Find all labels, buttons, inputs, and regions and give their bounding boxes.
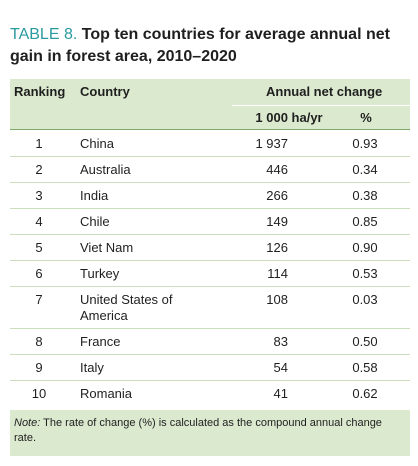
net-change-ha-cell: 108 — [266, 292, 288, 307]
rank-cell: 5 — [35, 240, 43, 255]
row-divider — [10, 182, 410, 183]
net-change-ha-cell: 126 — [266, 240, 288, 255]
net-change-ha-cell: 149 — [266, 214, 288, 229]
table-row: 4 Chile 149 0.85 — [10, 209, 410, 235]
rank-cell: 3 — [35, 188, 43, 203]
net-change-pct-cell: 0.53 — [352, 266, 378, 281]
row-divider — [10, 286, 410, 287]
rank-cell: 7 — [35, 292, 43, 307]
rank-cell: 4 — [35, 214, 43, 229]
net-change-ha-cell: 41 — [273, 386, 288, 401]
header-row-2 — [10, 106, 410, 129]
country-cell: Italy — [80, 360, 104, 375]
note-text: The rate of change (%) is calculated as … — [14, 417, 382, 444]
net-change-pct-cell: 0.50 — [352, 334, 378, 349]
net-change-ha-cell: 54 — [273, 360, 288, 375]
country-cell: Romania — [80, 386, 133, 401]
row-divider — [10, 208, 410, 209]
table-row: 5 Viet Nam 126 0.90 — [10, 235, 410, 261]
net-change-pct-cell: 0.62 — [352, 386, 378, 401]
header-divider — [232, 105, 410, 106]
net-change-pct-cell: 0.58 — [352, 360, 378, 375]
table-row: 1 China 1 937 0.93 — [10, 131, 410, 157]
note-text-block: Note: The rate of change (%) is calculat… — [14, 416, 394, 446]
table-title: TABLE 8. Top ten countries for average a… — [10, 24, 410, 68]
rank-cell: 8 — [35, 334, 43, 349]
net-change-ha-cell: 1 937 — [255, 136, 288, 151]
net-change-pct-cell: 0.90 — [352, 240, 378, 255]
row-divider — [10, 328, 410, 329]
table-row: 7 United States of America 108 0.03 — [10, 287, 410, 329]
column-header-ha-per-year: 1 000 ha/yr — [255, 110, 323, 125]
column-header-annual-net-change: Annual net change — [266, 84, 383, 99]
country-cell: Turkey — [80, 266, 120, 281]
country-cell: Australia — [80, 162, 131, 177]
column-header-country: Country — [80, 84, 130, 99]
table-row: 10 Romania 41 0.62 — [10, 381, 410, 408]
rank-cell: 9 — [35, 360, 43, 375]
net-change-pct-cell: 0.85 — [352, 214, 378, 229]
row-divider — [10, 260, 410, 261]
net-change-pct-cell: 0.03 — [352, 292, 378, 307]
net-change-pct-cell: 0.38 — [352, 188, 378, 203]
net-change-pct-cell: 0.34 — [352, 162, 378, 177]
net-change-ha-cell: 83 — [273, 334, 288, 349]
country-cell: Viet Nam — [80, 240, 134, 255]
table-row: 6 Turkey 114 0.53 — [10, 261, 410, 287]
note-label: Note: — [14, 417, 41, 429]
rank-cell: 6 — [35, 266, 43, 281]
rank-cell: 2 — [35, 162, 43, 177]
column-header-percent: % — [360, 110, 372, 125]
rank-cell: 1 — [35, 136, 43, 151]
table-row: 8 France 83 0.50 — [10, 329, 410, 355]
table-row: 3 India 266 0.38 — [10, 183, 410, 209]
row-divider — [10, 354, 410, 355]
country-cell: France — [80, 334, 121, 349]
net-change-ha-cell: 114 — [267, 266, 288, 281]
net-change-pct-cell: 0.93 — [352, 136, 378, 151]
row-divider — [10, 234, 410, 235]
net-change-ha-cell: 446 — [266, 162, 288, 177]
header-row-1 — [10, 79, 410, 106]
column-header-ranking: Ranking — [14, 84, 66, 99]
header-bottom-rule — [10, 129, 410, 130]
country-cell: Chile — [80, 214, 110, 229]
table-number: TABLE 8. — [10, 26, 78, 43]
country-cell: United States of America — [80, 292, 173, 323]
table-row: 9 Italy 54 0.58 — [10, 355, 410, 381]
row-divider — [10, 156, 410, 157]
table-row: 2 Australia 446 0.34 — [10, 157, 410, 183]
row-divider — [10, 380, 410, 381]
country-cell: India — [80, 188, 109, 203]
country-cell: China — [80, 136, 114, 151]
table-title-text: Top ten countries for average annual net… — [10, 26, 390, 65]
net-change-ha-cell: 266 — [266, 188, 288, 203]
table-note: Note: The rate of change (%) is calculat… — [10, 410, 410, 456]
rank-cell: 10 — [31, 386, 47, 401]
